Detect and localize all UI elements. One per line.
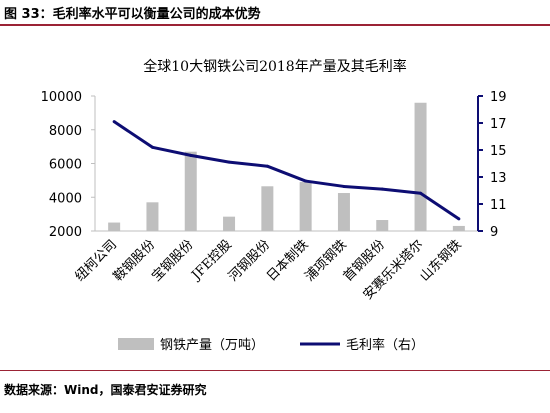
margin-point-3 bbox=[227, 160, 231, 164]
margin-point-0 bbox=[112, 120, 116, 124]
category-label-4: 河钢股份 bbox=[226, 237, 273, 284]
left-tick-label-3: 8000 bbox=[49, 124, 82, 139]
margin-line bbox=[113, 120, 460, 221]
bar-series bbox=[108, 102, 465, 231]
legend: 钢铁产量（万吨） 毛利率（右） bbox=[118, 337, 424, 353]
legend-label-line: 毛利率（右） bbox=[346, 337, 424, 353]
right-tick-label-4: 17 bbox=[490, 117, 507, 132]
margin-point-1 bbox=[150, 145, 154, 149]
right-tick-label-1: 11 bbox=[490, 198, 507, 213]
category-label-5: 日本制铁 bbox=[264, 237, 311, 284]
bar-6 bbox=[337, 193, 350, 231]
margin-point-6 bbox=[342, 184, 346, 188]
legend-swatch-bars bbox=[118, 338, 154, 350]
category-label-0: 纽柯公司 bbox=[73, 237, 120, 284]
margin-point-5 bbox=[304, 179, 308, 183]
category-labels: 纽柯公司鞍钢股份宝钢股份JFE控股河钢股份日本制铁浦项钢铁首钢股份安赛乐米塔尔山… bbox=[73, 237, 465, 303]
bar-7 bbox=[376, 220, 389, 231]
margin-point-7 bbox=[380, 187, 384, 191]
left-tick-label-2: 6000 bbox=[49, 158, 82, 173]
left-tick-label-1: 4000 bbox=[49, 191, 82, 206]
data-source: 数据来源：Wind，国泰君安证券研究 bbox=[4, 383, 207, 397]
chart-title: 全球10大钢铁公司2018年产量及其毛利率 bbox=[143, 58, 406, 75]
bar-9 bbox=[452, 225, 465, 231]
left-tick-label-4: 10000 bbox=[41, 90, 82, 105]
margin-point-8 bbox=[419, 191, 423, 195]
bar-2 bbox=[184, 151, 197, 231]
legend-label-bars: 钢铁产量（万吨） bbox=[160, 338, 264, 353]
category-label-9: 山东钢铁 bbox=[417, 237, 464, 284]
right-tick-label-5: 19 bbox=[490, 90, 507, 105]
margin-point-2 bbox=[189, 153, 193, 157]
bottom-rule bbox=[0, 370, 550, 371]
right-tick-label-2: 13 bbox=[490, 171, 507, 186]
category-label-1: 鞍钢股份 bbox=[110, 237, 158, 285]
left-tick-label-0: 2000 bbox=[49, 225, 82, 240]
bar-8 bbox=[414, 102, 427, 231]
right-tick-label-3: 15 bbox=[490, 144, 507, 159]
top-rule bbox=[0, 24, 550, 26]
right-tick-label-0: 9 bbox=[490, 225, 498, 240]
margin-point-4 bbox=[265, 164, 269, 168]
figure-label: 图 33：毛利率水平可以衡量公司的成本优势 bbox=[4, 7, 261, 22]
bar-3 bbox=[223, 216, 236, 231]
line-series bbox=[112, 120, 461, 221]
bar-5 bbox=[299, 182, 312, 231]
bar-0 bbox=[108, 222, 121, 231]
category-label-6: 浦项钢铁 bbox=[302, 237, 349, 284]
axes: 2000 4000 6000 8000 10000 9 11 13 15 17 19 bbox=[41, 90, 507, 240]
category-label-2: 宝钢股份 bbox=[149, 237, 196, 284]
bar-4 bbox=[261, 186, 274, 231]
margin-point-9 bbox=[457, 217, 461, 221]
bar-1 bbox=[146, 202, 159, 231]
